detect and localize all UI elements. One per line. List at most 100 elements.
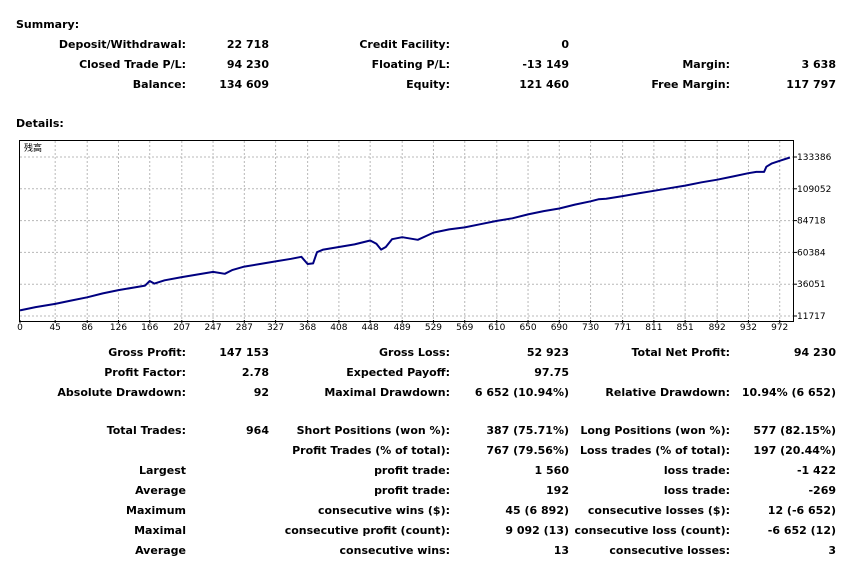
x-tick-label: 448	[362, 323, 379, 333]
detail-value-r4-c1: 767 (79.56%)	[486, 444, 569, 457]
detail-label-r9-c1: consecutive wins:	[339, 544, 450, 557]
detail-value-r5-c2: -1 422	[796, 464, 836, 477]
x-tick-label: 932	[740, 323, 757, 333]
detail-value-r5-c1: 1 560	[534, 464, 569, 477]
detail-label-r4-c2: Loss trades (% of total):	[579, 444, 730, 457]
x-tick-label: 408	[330, 323, 347, 333]
margin-value: 3 638	[801, 58, 836, 71]
y-tick-label: 84718	[797, 217, 826, 227]
detail-value-r0-c1: 52 923	[526, 346, 569, 359]
x-tick-label: 972	[771, 323, 788, 333]
detail-value-r2-c2: 10.94% (6 652)	[741, 386, 836, 399]
detail-label-r2-c2: Relative Drawdown:	[605, 386, 730, 399]
detail-label-r5-c0: Largest	[139, 464, 186, 477]
credit-value: 0	[561, 38, 569, 51]
x-tick-label: 207	[173, 323, 190, 333]
detail-value-r6-c2: -269	[808, 484, 836, 497]
x-tick-label: 86	[81, 323, 93, 333]
detail-label-r6-c1: profit trade:	[374, 484, 450, 497]
x-tick-label: 247	[204, 323, 221, 333]
x-tick-label: 287	[236, 323, 253, 333]
detail-label-r2-c0: Absolute Drawdown:	[57, 386, 186, 399]
x-tick-label: 892	[709, 323, 726, 333]
detail-value-r3-c2: 577 (82.15%)	[753, 424, 836, 437]
balance-series-line	[19, 156, 791, 312]
detail-value-r1-c0: 2.78	[241, 366, 269, 379]
y-tick-label: 36051	[797, 280, 826, 290]
margin-label: Margin:	[682, 58, 730, 71]
floating-pl-value: -13 149	[522, 58, 569, 71]
detail-value-r4-c2: 197 (20.44%)	[753, 444, 836, 457]
credit-label: Credit Facility:	[359, 38, 450, 51]
x-tick-label: 730	[582, 323, 599, 333]
y-tick-label: 60384	[797, 248, 826, 258]
x-tick-label: 126	[110, 323, 127, 333]
x-tick-label: 851	[677, 323, 694, 333]
detail-value-r0-c2: 94 230	[793, 346, 836, 359]
x-tick-label: 771	[614, 323, 631, 333]
detail-label-r0-c2: Total Net Profit:	[631, 346, 731, 359]
x-tick-label: 45	[49, 323, 60, 333]
detail-value-r8-c1: 9 092 (13)	[505, 524, 569, 537]
detail-label-r7-c0: Maximum	[126, 504, 186, 517]
deposit-label: Deposit/Withdrawal:	[58, 38, 186, 51]
detail-label-r2-c1: Maximal Drawdown:	[324, 386, 450, 399]
detail-label-r6-c0: Average	[135, 484, 186, 497]
detail-label-r0-c1: Gross Loss:	[379, 346, 450, 359]
detail-label-r3-c0: Total Trades:	[106, 424, 186, 437]
detail-value-r9-c1: 13	[553, 544, 569, 557]
closed-pl-label: Closed Trade P/L:	[79, 58, 186, 71]
detail-label-r8-c0: Maximal	[134, 524, 186, 537]
detail-label-r3-c1: Short Positions (won %):	[296, 424, 450, 437]
x-tick-label: 0	[17, 323, 23, 333]
detail-value-r7-c1: 45 (6 892)	[505, 504, 569, 517]
free-margin-label: Free Margin:	[651, 78, 730, 91]
x-tick-label: 529	[425, 323, 442, 333]
detail-label-r7-c2: consecutive losses ($):	[587, 504, 730, 517]
detail-label-r1-c1: Expected Payoff:	[346, 366, 450, 379]
balance-value: 134 609	[219, 78, 269, 91]
detail-label-r8-c2: consecutive loss (count):	[574, 524, 730, 537]
detail-label-r9-c2: consecutive losses:	[609, 544, 730, 557]
y-tick-label: 109052	[797, 185, 831, 195]
detail-label-r1-c0: Profit Factor:	[104, 366, 186, 379]
x-tick-label: 489	[394, 323, 411, 333]
detail-label-r7-c1: consecutive wins ($):	[317, 504, 450, 517]
detail-label-r4-c1: Profit Trades (% of total):	[292, 444, 450, 457]
x-tick-label: 811	[645, 323, 662, 333]
detail-label-r5-c2: loss trade:	[663, 464, 730, 477]
x-tick-label: 166	[141, 323, 158, 333]
x-tick-label: 610	[488, 323, 505, 333]
deposit-value: 22 718	[226, 38, 269, 51]
detail-label-r8-c1: consecutive profit (count):	[284, 524, 450, 537]
x-tick-label: 327	[267, 323, 284, 333]
detail-label-r9-c0: Average	[135, 544, 186, 557]
free-margin-value: 117 797	[786, 78, 836, 91]
detail-value-r0-c0: 147 153	[219, 346, 269, 359]
detail-value-r2-c0: 92	[253, 386, 269, 399]
balance-chart-svg: 133386 109052 84718 60384 36051 11717 0 45 86 126…	[17, 141, 832, 333]
balance-label: Balance:	[132, 78, 186, 91]
detail-value-r8-c2: -6 652 (12)	[767, 524, 836, 537]
detail-label-r5-c1: profit trade:	[374, 464, 450, 477]
detail-label-r3-c2: Long Positions (won %):	[580, 424, 730, 437]
detail-value-r3-c1: 387 (75.71%)	[486, 424, 569, 437]
detail-value-r3-c0: 964	[246, 424, 269, 437]
details-heading: Details:	[16, 117, 64, 130]
x-tick-label: 650	[519, 323, 536, 333]
detail-value-r9-c2: 3	[828, 544, 836, 557]
summary-heading: Summary:	[16, 18, 80, 31]
x-tick-label: 569	[456, 323, 473, 333]
chart-legend: 残高	[24, 142, 42, 154]
y-tick-label: 11717	[797, 312, 826, 322]
floating-pl-label: Floating P/L:	[371, 58, 450, 71]
x-tick-label: 690	[551, 323, 568, 333]
x-tick-label: 368	[299, 323, 316, 333]
detail-value-r1-c1: 97.75	[534, 366, 569, 379]
y-tick-label: 133386	[797, 153, 832, 163]
balance-chart	[19, 140, 794, 322]
detail-value-r6-c1: 192	[546, 484, 569, 497]
equity-label: Equity:	[406, 78, 450, 91]
detail-label-r6-c2: loss trade:	[663, 484, 730, 497]
equity-value: 121 460	[519, 78, 569, 91]
